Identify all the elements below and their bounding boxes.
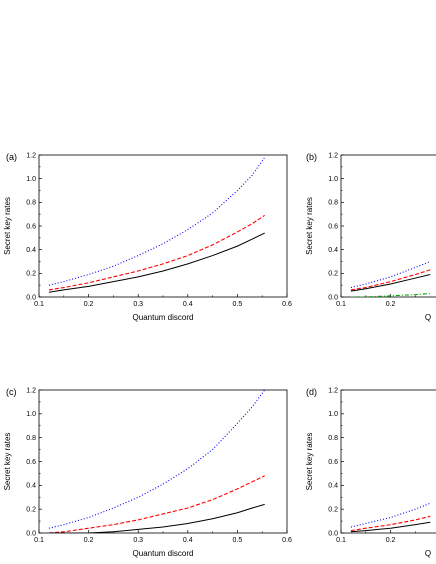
y-tick-label: 1.2 — [328, 152, 338, 159]
x-tick-label: 0.2 — [386, 301, 396, 308]
y-tick-label: 1.0 — [328, 176, 338, 183]
y-axis-label: Secret key rates — [3, 433, 12, 491]
x-tick-label: 0.2 — [386, 537, 396, 544]
x-tick-label: 0.5 — [233, 301, 243, 308]
series-line-solid — [48, 503, 265, 533]
chart-panel-2: 0.0 0.2 0.4 0.6 0.8 1.0 1.2 0.1 0.2 (b) Q Secret ke… — [305, 152, 436, 322]
x-axis-label: Quantum discord — [133, 313, 194, 322]
series-line-dashed — [350, 269, 431, 291]
y-tick-label: 0.4 — [328, 483, 338, 490]
plot-frame — [340, 154, 436, 298]
x-tick-label: 0.5 — [233, 537, 243, 544]
series-line-dotted — [350, 502, 431, 528]
y-tick-label: 0.8 — [328, 200, 338, 207]
series-line-dashed — [48, 214, 265, 291]
y-tick-label: 0.2 — [328, 507, 338, 514]
y-axis-label: Secret key rates — [305, 197, 314, 255]
x-tick-label: 0.1 — [34, 537, 44, 544]
plot-frame — [38, 389, 288, 534]
plot-frame — [38, 154, 288, 298]
y-tick-label: 0.0 — [26, 530, 36, 537]
x-tick-label: 0.1 — [336, 301, 346, 308]
series-line-solid — [350, 274, 431, 292]
series-line-dotted — [350, 260, 431, 289]
y-tick-label: 0.6 — [26, 459, 36, 466]
x-tick-label: 0.6 — [282, 301, 292, 308]
y-tick-label: 1.0 — [26, 411, 36, 418]
panel-label: (b) — [306, 152, 317, 162]
x-tick-label: 0.1 — [34, 301, 44, 308]
y-tick-label: 0.0 — [328, 294, 338, 301]
y-tick-label: 0.6 — [26, 223, 36, 230]
y-axis-label: Secret key rates — [305, 433, 314, 491]
x-axis-label: Quantum discord — [133, 549, 194, 558]
y-tick-label: 0.2 — [26, 507, 36, 514]
y-axis-label: Secret key rates — [3, 197, 12, 255]
panel-label: (d) — [306, 387, 317, 397]
y-tick-label: 0.6 — [328, 223, 338, 230]
y-tick-label: 0.4 — [328, 247, 338, 254]
y-tick-label: 0.8 — [328, 435, 338, 442]
x-tick-label: 0.1 — [336, 537, 346, 544]
y-tick-label: 0.4 — [26, 483, 36, 490]
y-tick-label: 0.8 — [26, 200, 36, 207]
chart-panel-4: 0.0 0.2 0.4 0.6 0.8 1.0 1.2 0.1 0.2 (d) Q Secret ke… — [305, 387, 436, 558]
y-tick-label: 0.4 — [26, 247, 36, 254]
x-tick-label: 0.3 — [133, 301, 143, 308]
panel-label: (c) — [6, 387, 17, 397]
y-tick-label: 0.2 — [26, 271, 36, 278]
panel-label: (a) — [6, 152, 17, 162]
chart-panel-1: 0.0 0.2 0.4 0.6 0.8 1.0 1.2 0.1 0.2 0.3 0.4 0.5 0.6 (… — [3, 152, 292, 322]
x-tick-label: 0.6 — [282, 537, 292, 544]
x-axis-label: Q — [425, 549, 431, 558]
series-line-dashed — [48, 475, 265, 533]
series-line-dotted — [48, 389, 266, 529]
x-tick-label: 0.2 — [84, 301, 94, 308]
y-tick-label: 1.2 — [26, 152, 36, 159]
y-tick-label: 0.2 — [328, 271, 338, 278]
x-axis-label: Q — [425, 313, 431, 322]
x-tick-label: 0.4 — [183, 537, 193, 544]
y-tick-label: 1.2 — [26, 387, 36, 394]
plot-frame — [340, 389, 436, 534]
chart-panel-3: 0.0 0.2 0.4 0.6 0.8 1.0 1.2 0.1 0.2 0.3 0.4 0.5 0.6 (… — [3, 387, 292, 558]
y-tick-label: 0.0 — [26, 294, 36, 301]
y-tick-label: 0.6 — [328, 459, 338, 466]
y-tick-label: 1.0 — [328, 411, 338, 418]
x-tick-label: 0.3 — [133, 537, 143, 544]
x-tick-label: 0.4 — [183, 301, 193, 308]
y-tick-label: 1.0 — [26, 176, 36, 183]
y-tick-label: 1.2 — [328, 387, 338, 394]
y-tick-label: 0.8 — [26, 435, 36, 442]
y-tick-label: 0.0 — [328, 530, 338, 537]
series-line-solid — [350, 521, 431, 533]
series-line-dash-dot — [350, 292, 431, 297]
series-line-solid — [48, 232, 265, 293]
x-tick-label: 0.2 — [84, 537, 94, 544]
